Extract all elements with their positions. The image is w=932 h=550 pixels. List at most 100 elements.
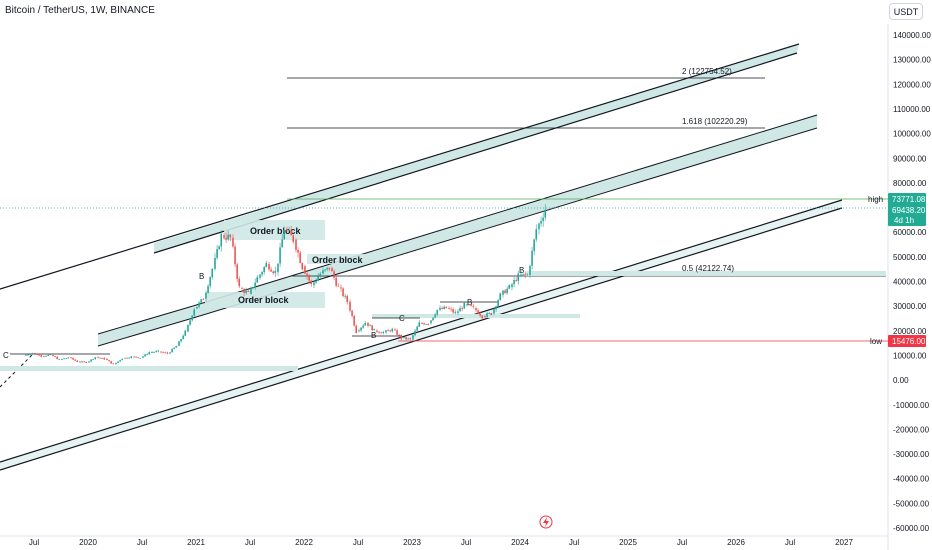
candle-body — [331, 267, 333, 272]
candle-body — [457, 311, 459, 314]
candle-body — [137, 357, 139, 359]
candle-body — [126, 357, 128, 359]
candle-body — [531, 250, 533, 266]
candle-body — [434, 314, 436, 318]
candle-body — [216, 249, 218, 258]
candle-body — [396, 330, 398, 335]
candle-body — [511, 284, 513, 288]
candle-body — [522, 273, 524, 275]
candle-body — [472, 305, 475, 307]
candle-body — [88, 361, 90, 363]
candle-body — [398, 334, 400, 336]
candle-body — [27, 354, 29, 356]
candle-body — [281, 239, 283, 248]
candle-body — [81, 361, 83, 363]
candle-body — [508, 285, 511, 289]
candle-body — [317, 276, 319, 281]
candle-body — [270, 269, 272, 272]
time-tick-label: Jul — [785, 538, 795, 547]
order-block-label-2: Order block — [312, 255, 364, 265]
current-price-value: 69438.20 — [892, 206, 926, 215]
candle-body — [218, 246, 220, 250]
fib-level-2-label: 2 (122754.52) — [682, 67, 732, 76]
candle-body — [220, 233, 223, 247]
candle-body — [173, 347, 175, 349]
candle-body — [288, 230, 290, 232]
structure-label-c-2019: C — [3, 351, 9, 360]
candle-body — [515, 280, 517, 281]
candle-body — [389, 330, 391, 332]
lightning-icon-glyph — [543, 517, 549, 527]
middle-channel-lower-band — [98, 306, 193, 346]
candle-body — [349, 301, 351, 311]
candle-body — [427, 324, 430, 325]
high-line-label: high — [868, 195, 883, 204]
candle-body — [490, 313, 493, 315]
candle-body — [297, 249, 299, 253]
fib-05-zone — [525, 271, 886, 276]
candle-body — [124, 357, 126, 359]
candle-body — [166, 352, 169, 354]
candle-body — [63, 358, 65, 360]
candle-body — [538, 223, 540, 230]
candle-body — [234, 246, 236, 265]
candle-body — [52, 354, 54, 357]
candle-body — [211, 268, 214, 278]
time-tick-label: Jul — [29, 538, 39, 547]
candle-body — [157, 350, 160, 352]
candle-body — [164, 352, 166, 354]
candle-body — [139, 357, 142, 359]
candle-body — [463, 302, 466, 309]
candle-body — [513, 280, 515, 285]
candle-body — [504, 290, 506, 294]
candle-body — [180, 339, 182, 342]
candle-body — [371, 325, 373, 331]
candle-body — [198, 302, 200, 307]
time-tick-label: 2025 — [619, 538, 637, 547]
structure-label-b-2023a: B — [467, 298, 472, 307]
candle-body — [25, 354, 27, 356]
candle-body — [369, 325, 371, 327]
candle-body — [229, 234, 232, 238]
candle-body — [360, 327, 362, 331]
candle-body — [70, 357, 72, 359]
middle-channel-bottom-line — [192, 127, 818, 319]
candle-body — [506, 288, 508, 294]
candle-body — [295, 239, 297, 250]
price-tick-label: 120000.00 — [893, 80, 931, 89]
candle-body — [121, 358, 124, 361]
candle-body — [495, 306, 497, 310]
candle-body — [99, 357, 101, 359]
middle-channel-band — [193, 115, 817, 318]
candle-body — [439, 307, 441, 310]
candle-body — [252, 287, 254, 288]
candle-body — [155, 351, 157, 353]
currency-button[interactable]: USDT — [889, 3, 923, 20]
time-tick-label: 2024 — [511, 538, 529, 547]
candle-body — [250, 287, 252, 294]
middle-channel-lower-line-2 — [97, 317, 194, 347]
structure-label-b-2024: B — [519, 266, 524, 275]
candle-body — [301, 263, 304, 270]
candle-body — [488, 313, 490, 314]
candle-body — [245, 291, 247, 293]
candle-body — [328, 267, 331, 270]
candle-body — [169, 352, 171, 354]
candle-body — [90, 359, 92, 362]
candle-body — [265, 263, 268, 268]
candle-body — [499, 293, 502, 301]
price-tick-label: -50000.00 — [893, 499, 930, 508]
candle-body — [461, 308, 463, 309]
candle-body — [54, 356, 56, 357]
time-tick-label: Jul — [569, 538, 579, 547]
candle-body — [108, 360, 110, 362]
candle-body — [146, 354, 148, 355]
candle-body — [385, 330, 387, 333]
candle-body — [412, 335, 414, 340]
candle-body — [238, 278, 241, 287]
candle-body — [74, 359, 76, 361]
time-tick-label: Jul — [461, 538, 471, 547]
candle-body — [526, 274, 529, 276]
candle-body — [459, 308, 461, 312]
